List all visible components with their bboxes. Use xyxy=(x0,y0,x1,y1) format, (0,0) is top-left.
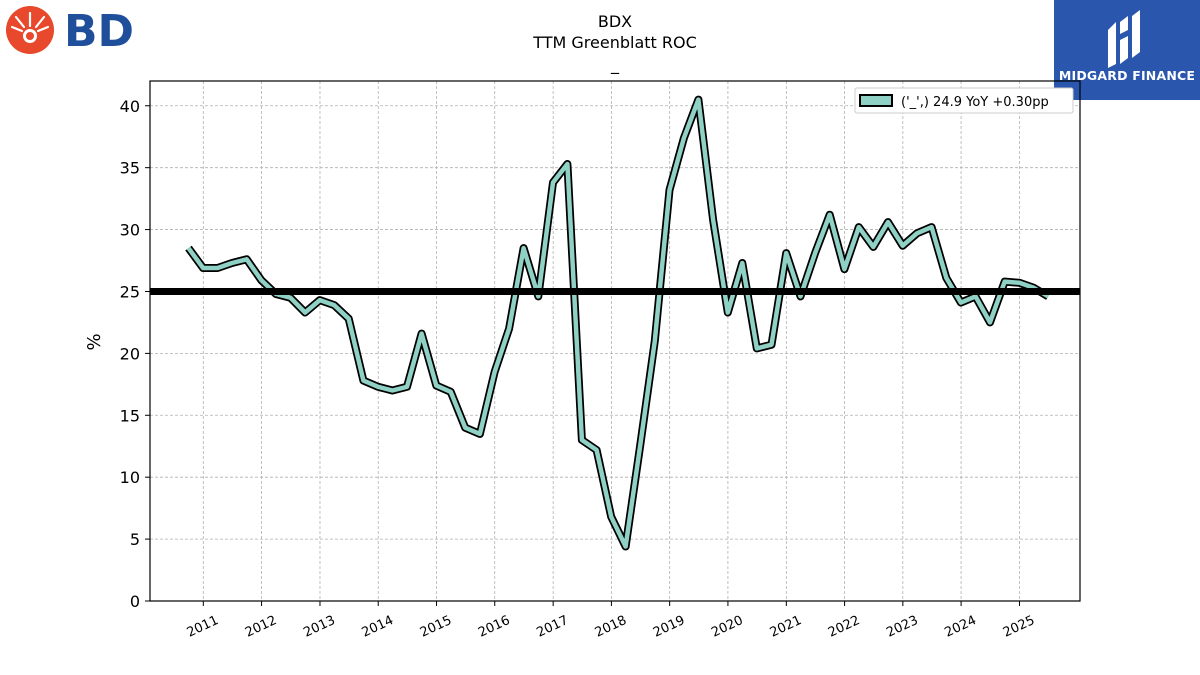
x-tick-label: 2022 xyxy=(826,613,862,641)
chart-subtitle-2: _ xyxy=(610,55,620,75)
x-tick-label: 2014 xyxy=(360,613,396,641)
y-tick-label: 30 xyxy=(120,221,140,240)
legend: ('_',) 24.9 YoY +0.30pp xyxy=(854,87,1074,114)
y-tick-label: 35 xyxy=(120,159,140,178)
bd-starburst-icon xyxy=(6,6,54,54)
midgard-mark-icon xyxy=(1108,10,1140,68)
legend-box xyxy=(854,87,1074,114)
legend-swatch xyxy=(859,94,893,107)
series-line xyxy=(186,97,1050,549)
y-tick-label: 40 xyxy=(120,97,140,116)
y-tick-label: 5 xyxy=(130,530,140,549)
x-tick-label: 2020 xyxy=(709,613,745,641)
plot-frame xyxy=(149,80,1081,602)
y-tick-label: 10 xyxy=(120,468,140,487)
midgard-finance-wordmark: MIDGARD FINANCE xyxy=(1058,68,1196,83)
x-tick-label: 2019 xyxy=(651,613,687,641)
x-tick-label: 2018 xyxy=(593,613,629,641)
x-tick-label: 2017 xyxy=(535,613,571,641)
midgard-finance-logo: MIDGARD FINANCE xyxy=(1054,0,1200,100)
x-tick-label: 2012 xyxy=(243,613,279,641)
bd-logo-text: BD xyxy=(64,6,134,56)
x-tick-label: 2013 xyxy=(301,613,337,641)
y-axis: 0 5 10 15 20 25 30 35 40 xyxy=(120,97,150,611)
y-axis-label: % xyxy=(84,333,105,350)
x-tick-label: 2011 xyxy=(185,613,221,641)
chart-subtitle: TTM Greenblatt ROC xyxy=(532,33,697,52)
x-tick-label: 2024 xyxy=(942,613,978,641)
y-tick-label: 25 xyxy=(120,282,140,301)
x-tick-label: 2016 xyxy=(476,613,512,641)
chart-title: BDX xyxy=(598,12,632,31)
series-layer xyxy=(150,95,1080,551)
series-line-outline xyxy=(185,95,1051,551)
y-tick-label: 20 xyxy=(120,344,140,363)
x-tick-label: 2015 xyxy=(418,613,454,641)
x-tick-label: 2021 xyxy=(768,613,804,641)
y-tick-label: 0 xyxy=(130,592,140,611)
x-axis: 2011 2012 2013 2014 2015 2016 2017 2018 2019 2020… xyxy=(185,601,1037,641)
bd-logo: BD xyxy=(6,6,134,56)
legend-label: ('_',) 24.9 YoY +0.30pp xyxy=(901,95,1049,110)
x-tick-label: 2023 xyxy=(884,613,920,641)
x-tick-label: 2025 xyxy=(1001,613,1037,641)
y-tick-label: 15 xyxy=(120,406,140,425)
